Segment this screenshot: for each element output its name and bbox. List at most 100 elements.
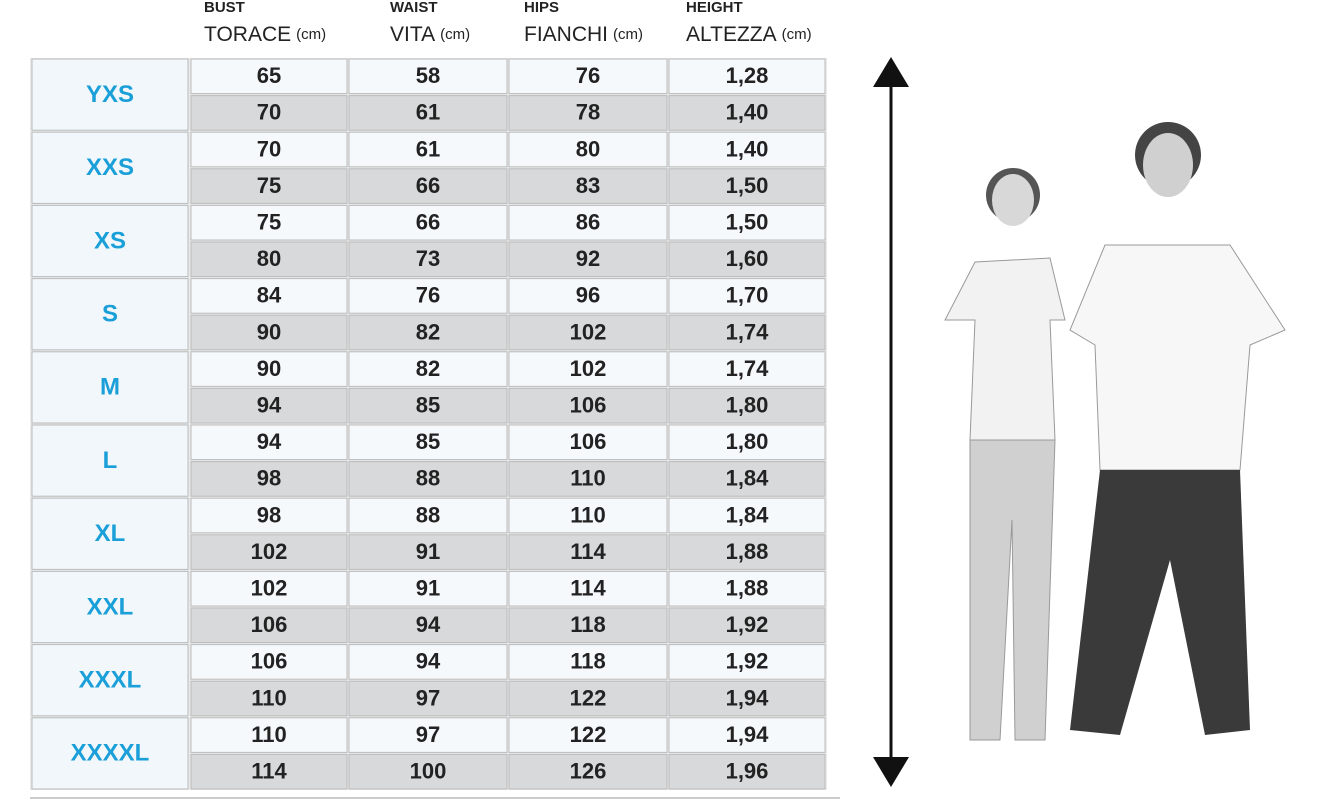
value: 1,92 xyxy=(726,649,769,674)
value: 75 xyxy=(257,210,281,235)
value-cell xyxy=(508,387,668,424)
value: 97 xyxy=(416,722,440,747)
value: 106 xyxy=(570,429,607,454)
value: 1,84 xyxy=(726,466,770,491)
value-cell xyxy=(190,717,348,753)
size-label: S xyxy=(102,301,118,328)
value: 97 xyxy=(416,685,440,710)
value: 84 xyxy=(257,283,282,308)
value: 82 xyxy=(416,319,440,344)
size-cell xyxy=(31,644,189,717)
models-photo xyxy=(944,122,1286,741)
value-cell xyxy=(508,680,668,717)
value-cell xyxy=(190,461,348,497)
value-cell xyxy=(508,204,668,241)
column-title: ALTEZZA (cm) xyxy=(686,23,812,46)
value: 61 xyxy=(416,136,440,161)
value: 1,94 xyxy=(726,685,770,710)
value-cell xyxy=(190,570,348,607)
column-small-label: HIPS xyxy=(524,0,559,16)
size-label: XXS xyxy=(86,154,134,181)
value-cell xyxy=(668,607,826,644)
value: 102 xyxy=(570,356,607,381)
value-cell xyxy=(668,570,826,607)
size-label: XS xyxy=(94,227,126,254)
value-cell xyxy=(668,204,826,241)
value-cell xyxy=(508,644,668,680)
value-cell xyxy=(190,497,348,534)
value-cell xyxy=(668,131,826,168)
value: 118 xyxy=(570,612,606,637)
value: 73 xyxy=(416,246,440,271)
value-cell xyxy=(668,387,826,424)
value-cell xyxy=(190,753,348,790)
value: 98 xyxy=(257,466,281,491)
size-cell xyxy=(31,717,189,790)
value: 88 xyxy=(416,502,440,527)
column-title: VITA (cm) xyxy=(390,23,470,46)
value-cell xyxy=(348,497,508,534)
value-cell xyxy=(668,753,826,790)
value-cell xyxy=(668,717,826,753)
value-cell xyxy=(348,131,508,168)
column-small-label: BUST xyxy=(204,0,245,16)
value: 94 xyxy=(257,429,282,454)
value: 85 xyxy=(416,429,440,454)
size-cell xyxy=(31,131,189,204)
value: 86 xyxy=(576,210,600,235)
value: 110 xyxy=(251,685,287,710)
value-cell xyxy=(668,278,826,314)
value-cell xyxy=(348,204,508,241)
value-cell xyxy=(190,351,348,387)
value-cell xyxy=(348,424,508,461)
column-unit: (cm) xyxy=(440,26,470,43)
value: 78 xyxy=(576,100,600,125)
value: 70 xyxy=(257,136,281,161)
value: 80 xyxy=(576,136,600,161)
value-cell xyxy=(508,351,668,387)
size-label: YXS xyxy=(86,81,134,108)
value-cell xyxy=(348,534,508,570)
value: 110 xyxy=(570,502,606,527)
value-cell xyxy=(190,95,348,131)
value-cell xyxy=(190,278,348,314)
value-cell xyxy=(508,717,668,753)
size-cell xyxy=(31,570,189,644)
value: 106 xyxy=(570,393,607,418)
column-title-text: ALTEZZA xyxy=(686,23,777,46)
size-label: XXXL xyxy=(79,667,142,694)
value: 1,60 xyxy=(726,246,769,271)
value-cell xyxy=(348,351,508,387)
value: 1,50 xyxy=(726,210,769,235)
value-cell xyxy=(190,314,348,351)
value: 88 xyxy=(416,466,440,491)
value: 91 xyxy=(416,576,440,601)
size-cell xyxy=(31,58,189,131)
value: 82 xyxy=(416,356,440,381)
size-cell xyxy=(31,204,189,278)
value: 94 xyxy=(257,393,282,418)
value-cell xyxy=(668,351,826,387)
value: 65 xyxy=(257,63,281,88)
value: 102 xyxy=(251,539,288,564)
value: 1,74 xyxy=(726,319,770,344)
value: 91 xyxy=(416,539,440,564)
value-cell xyxy=(508,168,668,204)
value-cell xyxy=(190,241,348,278)
value: 110 xyxy=(251,722,287,747)
value: 126 xyxy=(570,759,607,784)
value-cell xyxy=(348,241,508,278)
column-small-label: HEIGHT xyxy=(686,0,743,16)
value-cell xyxy=(348,644,508,680)
column-unit: (cm) xyxy=(782,26,812,43)
value: 106 xyxy=(251,612,288,637)
value-cell xyxy=(348,753,508,790)
column-unit: (cm) xyxy=(296,26,326,43)
value-cell xyxy=(190,534,348,570)
value: 75 xyxy=(257,173,281,198)
value-cell xyxy=(668,241,826,278)
value-cell xyxy=(508,534,668,570)
size-label: XXXXL xyxy=(71,740,150,767)
value-cell xyxy=(668,424,826,461)
